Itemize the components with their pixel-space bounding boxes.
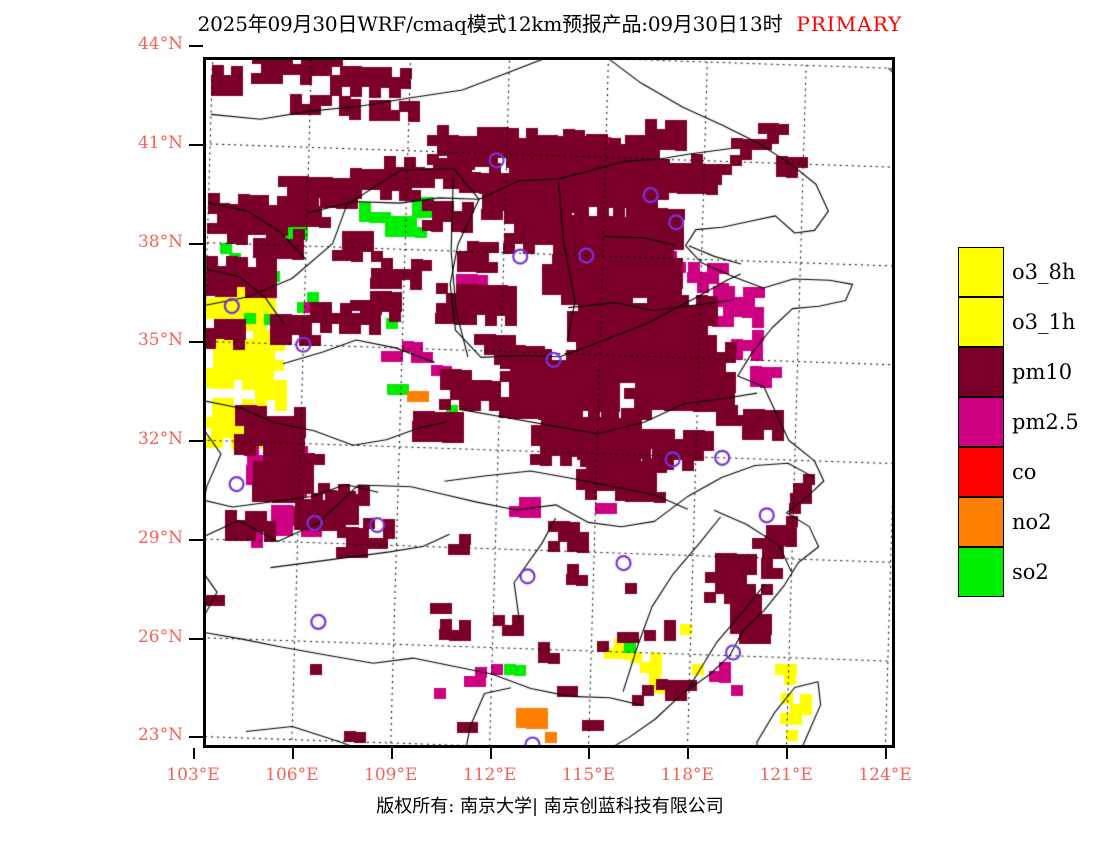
lon-label-103°E: 103°E <box>166 765 220 785</box>
legend-swatch-pm10 <box>958 347 1004 397</box>
legend-swatch-pm2-5 <box>958 397 1004 447</box>
lat-label-41°N: 41°N <box>137 132 183 153</box>
lon-label-112°E: 112°E <box>462 765 517 785</box>
lat-tick-26°N <box>189 637 203 640</box>
lon-tick-124°E <box>885 748 887 759</box>
legend-label-so2: so2 <box>1012 560 1049 584</box>
lat-label-38°N: 38°N <box>137 231 183 252</box>
lat-label-35°N: 35°N <box>137 330 183 351</box>
lon-label-115°E: 115°E <box>561 765 616 785</box>
lat-label-32°N: 32°N <box>137 429 183 450</box>
pollutant-legend: o3_8h o3_1h pm10 pm2.5 co no2 so2 <box>958 247 1098 597</box>
page-title: 2025年09月30日WRF/cmaq模式12km预报产品:09月30日13时 P… <box>0 8 1100 37</box>
legend-item-o3-1h[interactable]: o3_1h <box>958 297 1098 347</box>
legend-label-pm10: pm10 <box>1012 360 1073 384</box>
forecast-map-canvas[interactable] <box>203 57 895 748</box>
title-main-text: 2025年09月30日WRF/cmaq模式12km预报产品:09月30日13时 <box>197 12 783 36</box>
lon-tick-121°E <box>786 748 789 759</box>
copyright-footer: 版权所有: 南京大学| 南京创蓝科技有限公司 <box>0 792 1100 818</box>
lat-label-44°N: 44°N <box>137 34 183 55</box>
legend-label-pm2-5: pm2.5 <box>1012 410 1079 434</box>
lat-tick-29°N <box>189 538 203 541</box>
lat-tick-41°N <box>189 143 203 146</box>
legend-swatch-o3-1h <box>958 297 1004 347</box>
lon-label-121°E: 121°E <box>759 765 813 785</box>
lat-label-23°N: 23°N <box>137 725 183 746</box>
legend-item-no2[interactable]: no2 <box>958 497 1098 547</box>
legend-item-pm2-5[interactable]: pm2.5 <box>958 397 1098 447</box>
legend-swatch-so2 <box>958 547 1004 597</box>
copyright-text: 版权所有: 南京大学| 南京创蓝科技有限公司 <box>376 796 724 817</box>
legend-label-co: co <box>1012 460 1037 484</box>
lat-tick-23°N <box>189 736 203 739</box>
legend-swatch-o3-8h <box>958 247 1004 297</box>
lon-label-118°E: 118°E <box>660 765 714 785</box>
lat-tick-35°N <box>189 341 203 344</box>
lon-label-109°E: 109°E <box>364 765 418 785</box>
legend-item-co[interactable]: co <box>958 447 1098 497</box>
legend-item-o3-8h[interactable]: o3_8h <box>958 247 1098 297</box>
lon-tick-109°E <box>390 748 393 759</box>
lat-label-29°N: 29°N <box>137 527 183 548</box>
lat-tick-32°N <box>189 440 203 443</box>
lat-label-26°N: 26°N <box>137 626 183 647</box>
legend-item-so2[interactable]: so2 <box>958 547 1098 597</box>
lon-label-124°E: 124°E <box>858 765 912 785</box>
legend-item-pm10[interactable]: pm10 <box>958 347 1098 397</box>
legend-swatch-co <box>958 447 1004 497</box>
lat-tick-44°N <box>189 45 203 48</box>
legend-swatch-no2 <box>958 497 1004 547</box>
lon-tick-115°E <box>588 748 591 759</box>
lat-tick-38°N <box>189 242 203 245</box>
lon-tick-103°E <box>193 748 195 759</box>
lon-label-106°E: 106°E <box>265 765 319 785</box>
lon-tick-112°E <box>489 748 492 759</box>
legend-label-o3-1h: o3_1h <box>1012 310 1076 334</box>
legend-label-o3-8h: o3_8h <box>1012 260 1076 284</box>
title-primary-badge: PRIMARY <box>796 12 903 36</box>
lon-tick-106°E <box>291 748 294 759</box>
lon-tick-118°E <box>687 748 690 759</box>
legend-label-no2: no2 <box>1012 510 1052 534</box>
